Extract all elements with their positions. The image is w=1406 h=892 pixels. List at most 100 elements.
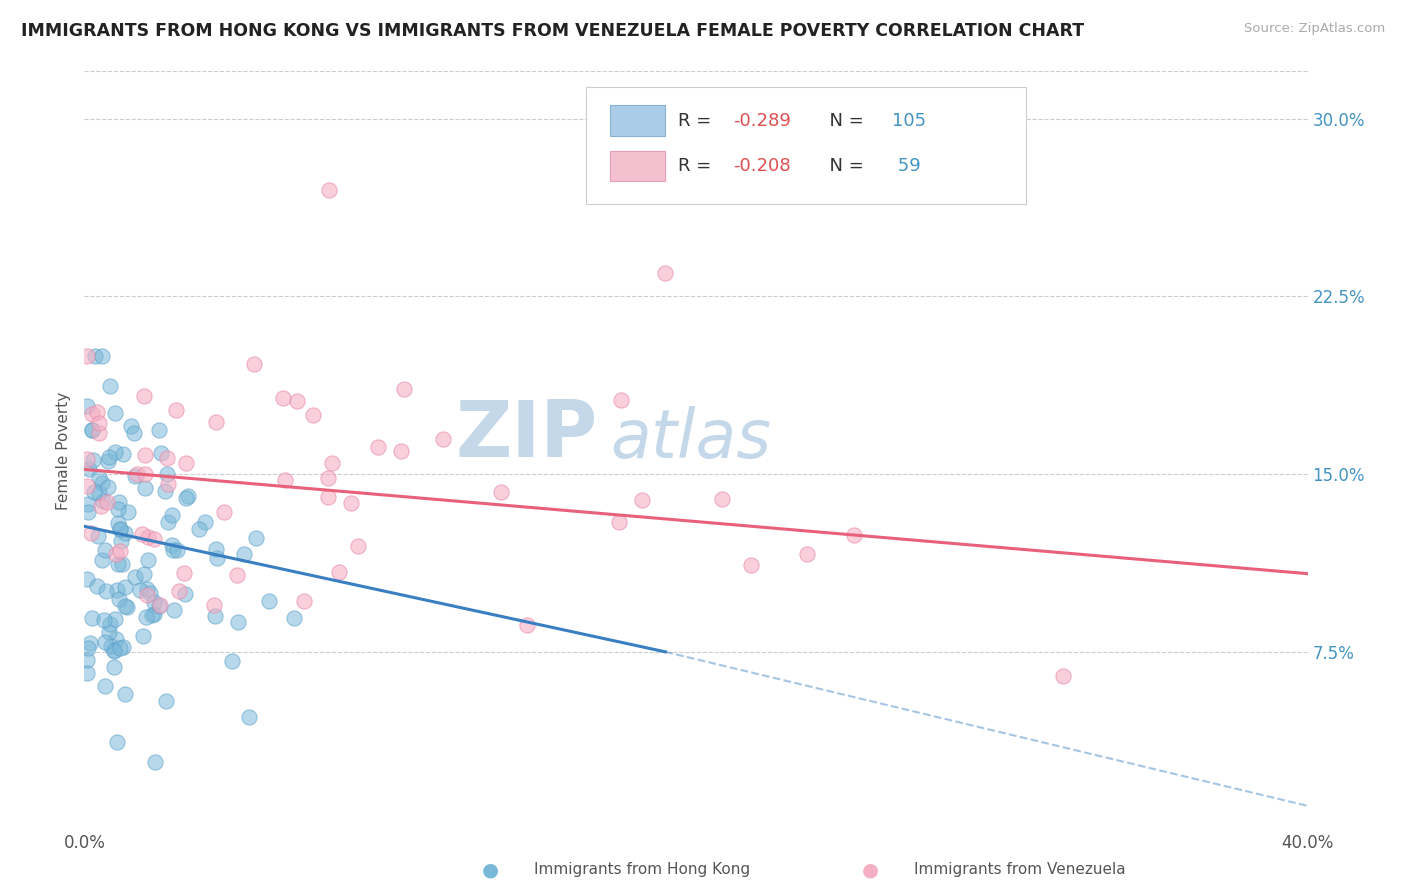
Point xyxy=(117,505,139,519)
Point xyxy=(132,567,155,582)
Point xyxy=(87,470,110,484)
Point xyxy=(94,584,117,599)
Point xyxy=(105,734,128,748)
Point xyxy=(160,508,183,522)
Point xyxy=(225,568,247,582)
Point xyxy=(392,382,415,396)
Point xyxy=(245,532,267,546)
Point xyxy=(91,553,114,567)
Point xyxy=(77,505,100,519)
Point xyxy=(108,522,131,536)
Point xyxy=(188,522,211,536)
Text: R =: R = xyxy=(678,112,717,129)
Point xyxy=(107,494,129,508)
Point xyxy=(120,419,142,434)
Point xyxy=(76,653,98,667)
Point xyxy=(134,448,156,462)
Point xyxy=(174,491,197,505)
Point xyxy=(136,582,159,596)
Point xyxy=(93,614,115,628)
Point xyxy=(134,467,156,482)
Point xyxy=(156,467,179,482)
Point xyxy=(76,572,98,586)
Text: ●: ● xyxy=(862,860,879,880)
Point xyxy=(204,415,226,429)
Point xyxy=(153,483,176,498)
Point xyxy=(108,544,131,558)
Point xyxy=(103,660,125,674)
Point xyxy=(143,755,166,769)
Point xyxy=(96,480,118,494)
Point xyxy=(160,538,183,552)
Point xyxy=(243,357,266,371)
Point xyxy=(228,615,250,629)
Point xyxy=(90,500,112,514)
Point xyxy=(149,598,172,612)
Point xyxy=(135,609,157,624)
Text: ZIP: ZIP xyxy=(456,397,598,474)
Point xyxy=(271,391,294,405)
Point xyxy=(82,423,104,437)
Point xyxy=(489,485,512,500)
Text: N =: N = xyxy=(818,112,870,129)
Point xyxy=(177,490,200,504)
Point xyxy=(93,635,115,649)
Point xyxy=(108,592,131,607)
Point xyxy=(135,588,157,602)
Point xyxy=(202,598,225,612)
Point xyxy=(221,654,243,668)
Point xyxy=(173,587,195,601)
Point xyxy=(148,599,170,613)
Point xyxy=(142,595,165,609)
Point xyxy=(93,542,115,557)
Point xyxy=(165,403,187,417)
Text: IMMIGRANTS FROM HONG KONG VS IMMIGRANTS FROM VENEZUELA FEMALE POVERTY CORRELATIO: IMMIGRANTS FROM HONG KONG VS IMMIGRANTS … xyxy=(21,22,1084,40)
Point xyxy=(141,607,163,622)
Point xyxy=(516,617,538,632)
Point xyxy=(163,603,186,617)
Point xyxy=(98,616,121,631)
Point xyxy=(136,553,159,567)
Point xyxy=(389,444,412,458)
Point xyxy=(107,583,129,598)
Text: Immigrants from Venezuela: Immigrants from Venezuela xyxy=(914,863,1126,877)
Point xyxy=(148,423,170,437)
Point xyxy=(91,349,114,363)
Point xyxy=(79,636,101,650)
FancyBboxPatch shape xyxy=(610,105,665,136)
Point xyxy=(124,570,146,584)
Point xyxy=(176,456,198,470)
Point xyxy=(108,522,131,536)
Point xyxy=(321,456,343,470)
Point xyxy=(77,497,100,511)
Point xyxy=(125,467,148,481)
Point xyxy=(107,516,129,530)
Point xyxy=(94,679,117,693)
Text: -0.208: -0.208 xyxy=(733,157,790,175)
Point xyxy=(114,580,136,594)
Point xyxy=(157,476,180,491)
Point xyxy=(76,400,98,414)
Point xyxy=(283,611,305,625)
Point xyxy=(76,349,98,363)
Point xyxy=(105,547,128,561)
Point xyxy=(76,451,98,466)
Point xyxy=(80,525,103,540)
Point xyxy=(367,440,389,454)
Point xyxy=(76,665,98,680)
Point xyxy=(134,481,156,495)
Point xyxy=(132,629,155,643)
Point xyxy=(166,543,188,558)
Point xyxy=(97,454,120,468)
Point xyxy=(97,450,120,464)
Text: 59: 59 xyxy=(891,157,921,175)
Point xyxy=(318,471,340,485)
Point xyxy=(149,446,172,460)
Point xyxy=(607,515,630,529)
Point xyxy=(86,529,108,543)
Point xyxy=(162,542,184,557)
Point xyxy=(292,594,315,608)
Point xyxy=(110,557,132,571)
Point xyxy=(142,532,165,546)
Point xyxy=(136,530,159,544)
